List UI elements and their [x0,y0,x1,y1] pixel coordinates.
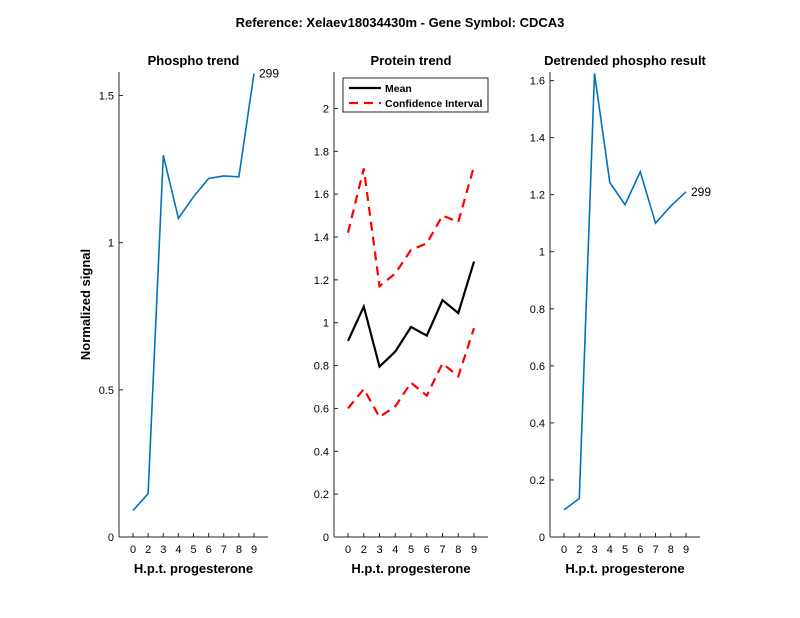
y-tick-label: 0.8 [314,361,329,373]
x-tick-label: 6 [637,544,643,556]
point-annotation: 299 [691,185,711,199]
x-tick-label: 8 [236,544,242,556]
x-tick-label: 2 [576,544,582,556]
axes-title: Protein trend [371,53,452,68]
x-tick-label: 9 [471,544,477,556]
series-line-2 [347,327,476,419]
legend-label: Confidence Interval [385,98,483,110]
x-tick-label: 3 [376,544,382,556]
y-tick-label: 1.4 [530,133,545,145]
x-tick-label: 0 [345,544,351,556]
x-tick-label: 8 [455,544,461,556]
x-tick-label: 3 [591,544,597,556]
detrended-phospho-panel: 00.20.40.60.811.21.41.60 2 3 4 5 6 7 8 9Detrende… [530,53,712,576]
x-tick-label: 5 [190,544,196,556]
y-tick-label: 1 [539,247,545,259]
x-tick-label: 4 [175,544,181,556]
x-tick-label: 2 [361,544,367,556]
series-line-0 [347,261,476,369]
x-axis-label: H.p.t. progesterone [134,561,253,576]
y-tick-label: 0.4 [530,418,545,430]
x-tick-label: 7 [439,544,445,556]
y-tick-label: 0 [539,532,545,544]
y-tick-label: 0 [108,532,114,544]
y-tick-label: 0.8 [530,304,545,316]
x-tick-label: 6 [206,544,212,556]
y-tick-label: 0.6 [314,403,329,415]
y-tick-label: 1.4 [314,232,329,244]
x-tick-label: 0 [561,544,567,556]
y-tick-label: 1.2 [314,275,329,287]
y-tick-label: 1.2 [530,190,545,202]
y-tick-label: 1 [108,238,114,250]
y-axis-label: Normalized signal [78,249,93,360]
x-tick-label: 8 [668,544,674,556]
y-tick-label: 1.5 [99,91,114,103]
series-line-0 [132,73,255,512]
x-tick-label: 6 [424,544,430,556]
x-axis-label: H.p.t. progesterone [565,561,684,576]
x-tick-label: 9 [683,544,689,556]
y-tick-label: 2 [323,103,329,115]
x-tick-label: 5 [622,544,628,556]
point-annotation: 299 [259,66,279,80]
legend-box [342,77,489,113]
y-tick-label: 0.2 [530,475,545,487]
y-tick-label: 1.8 [314,146,329,158]
x-tick-label: 4 [607,544,613,556]
x-tick-label: 3 [160,544,166,556]
x-axis-label: H.p.t. progesterone [351,561,470,576]
x-tick-label: 4 [392,544,398,556]
series-line-1 [346,166,476,289]
x-tick-label: 7 [221,544,227,556]
y-tick-label: 0.2 [314,489,329,501]
x-tick-label: 5 [408,544,414,556]
x-tick-label: 9 [251,544,257,556]
y-tick-label: 1.6 [530,76,545,88]
y-tick-label: 1 [323,318,329,330]
axes-title: Phospho trend [148,53,240,68]
x-tick-label: 7 [652,544,658,556]
legend-label: Mean [385,83,412,95]
figure-title: Reference: Xelaev18034430m - Gene Symbol… [236,15,565,30]
y-tick-label: 0.5 [99,385,114,397]
y-tick-label: 0.6 [530,361,545,373]
x-tick-label: 0 [130,544,136,556]
y-tick-label: 0 [323,532,329,544]
x-tick-label: 2 [145,544,151,556]
protein-trend-panel: 00.20.40.60.811.21.41.61.820 2 3 4 5 6 7 8 9Prot… [314,53,489,576]
axes-title: Detrended phospho result [544,53,706,68]
series-line-0 [563,73,687,511]
y-tick-label: 0.4 [314,446,329,458]
y-tick-label: 1.6 [314,189,329,201]
